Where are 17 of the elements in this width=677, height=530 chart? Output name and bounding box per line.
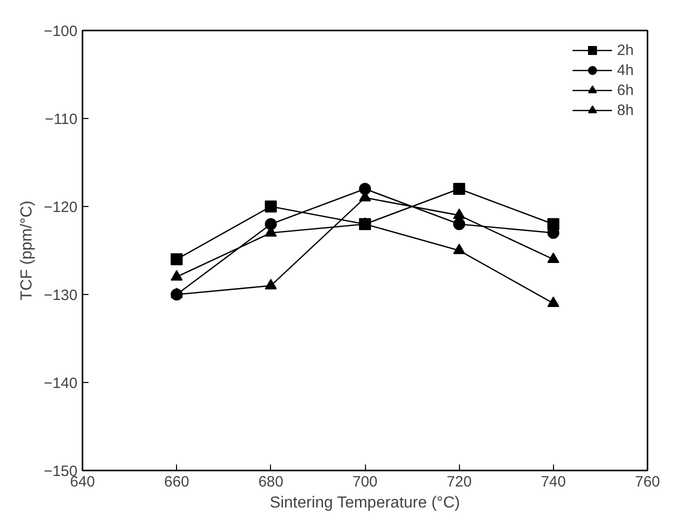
x-tick-label: 680: [258, 474, 284, 490]
x-tick-label: 760: [634, 474, 660, 490]
y-tick-label: −140: [44, 375, 78, 392]
y-axis-title: TCF (ppm/°C): [18, 200, 36, 300]
x-axis-title: Sintering Temperature (°C): [270, 494, 460, 512]
x-tick-label: 700: [352, 474, 378, 490]
x-tick-label: 720: [446, 474, 472, 490]
legend-label: 6h: [617, 82, 635, 98]
x-tick-label: 740: [540, 474, 566, 490]
y-tick-label: −120: [44, 199, 78, 216]
x-tick-label: 660: [164, 474, 190, 490]
legend-label: 4h: [617, 62, 635, 78]
y-tick-label: −110: [44, 111, 78, 128]
y-tick-label: −100: [44, 23, 78, 40]
y-tick-label: −130: [44, 287, 78, 304]
legend-label: 8h: [617, 102, 635, 118]
legend-label: 2h: [617, 42, 635, 58]
